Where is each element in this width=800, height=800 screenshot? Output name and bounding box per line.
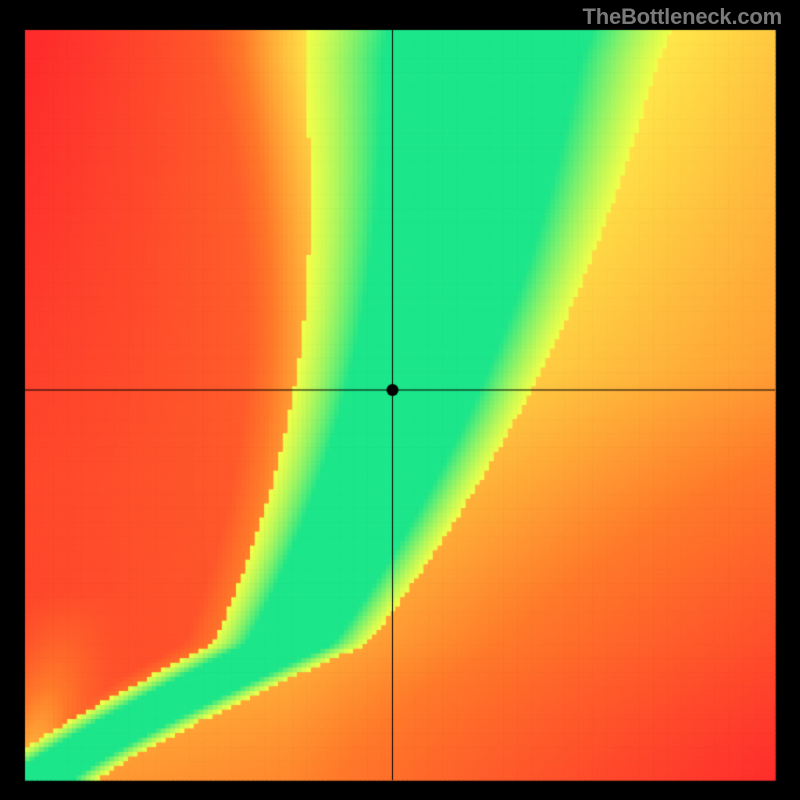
watermark: TheBottleneck.com bbox=[582, 4, 782, 30]
heatmap-canvas bbox=[0, 0, 800, 800]
chart-container: { "watermark": { "text": "TheBottleneck.… bbox=[0, 0, 800, 800]
